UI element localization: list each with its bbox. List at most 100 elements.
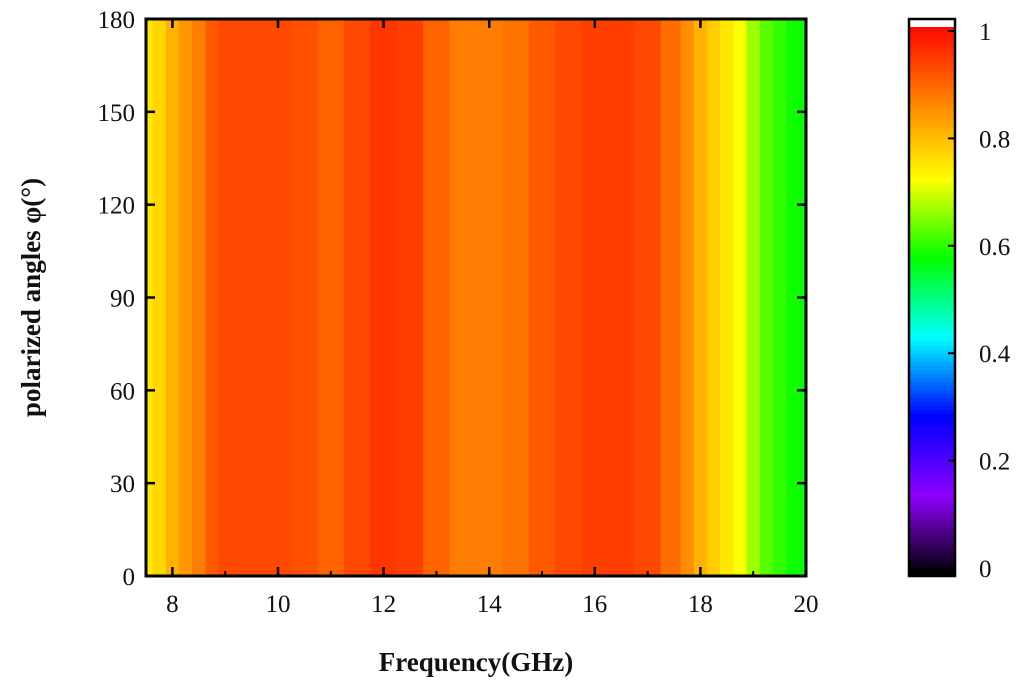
colorbar-segment xyxy=(909,420,955,426)
colorbar-segment xyxy=(909,62,955,68)
colorbar-segment xyxy=(909,265,955,271)
heatmap-cell xyxy=(476,19,503,576)
colorbar-segment xyxy=(909,150,955,155)
x-axis-title: Frequency(GHz) xyxy=(379,647,573,677)
colorbar-segment xyxy=(909,70,955,76)
colorbar-segment xyxy=(909,540,955,545)
colorbar-segment xyxy=(909,134,955,139)
y-axis: 0 30 60 90 120 150 180 xyxy=(98,7,806,591)
colorbar-segment xyxy=(909,82,955,88)
y-tick-label: 150 xyxy=(98,100,136,127)
colorbar-segment xyxy=(909,158,955,163)
colorbar-segment xyxy=(909,389,955,394)
colorbar-segment xyxy=(909,66,955,72)
colorbar-segment xyxy=(909,381,955,386)
colorbar-segment xyxy=(909,329,955,334)
colorbar-tick-label: 0.6 xyxy=(979,234,1010,261)
colorbar-segment xyxy=(909,337,955,342)
colorbar-segment xyxy=(909,552,955,557)
colorbar-segment xyxy=(909,130,955,135)
colorbar-segment xyxy=(909,78,955,84)
colorbar-segment xyxy=(909,202,955,207)
y-tick-label: 0 xyxy=(123,564,136,591)
colorbar-segment xyxy=(909,86,955,92)
colorbar-segment xyxy=(909,432,955,438)
heatmap-cell xyxy=(528,19,556,576)
heatmap-cell xyxy=(733,19,748,576)
colorbar-segment xyxy=(909,166,955,171)
y-axis-title: polarized angles φ(°) xyxy=(16,178,46,417)
heatmap-cell xyxy=(746,19,761,576)
colorbar-segment xyxy=(909,520,955,525)
colorbar-segment xyxy=(909,245,955,251)
colorbar-segment xyxy=(909,142,955,147)
x-tick-label: 12 xyxy=(371,591,396,618)
heatmap-cell xyxy=(786,19,800,576)
heatmap-cell xyxy=(370,19,398,576)
colorbar-segment xyxy=(909,122,955,128)
y-tick-label: 60 xyxy=(110,378,135,405)
colorbar-segment xyxy=(909,532,955,537)
heatmap-cell xyxy=(192,19,206,576)
colorbar-segment xyxy=(909,26,955,32)
colorbar-segment xyxy=(909,50,955,56)
heatmap-cell xyxy=(165,19,180,576)
colorbar-segment xyxy=(909,241,955,247)
colorbar-segment xyxy=(909,512,955,517)
heatmap-cell xyxy=(423,19,451,576)
colorbar-segment xyxy=(909,369,955,374)
heatmap-cell xyxy=(680,19,695,576)
colorbar-segment xyxy=(909,221,955,227)
colorbar-segment xyxy=(909,186,955,191)
colorbar-segment xyxy=(909,416,955,422)
colorbar-segment xyxy=(909,217,955,223)
colorbar-segment xyxy=(909,476,955,482)
heatmap-cell xyxy=(773,19,787,576)
colorbar-segment xyxy=(909,325,955,330)
colorbar-segment xyxy=(909,269,955,275)
colorbar-segment xyxy=(909,58,955,64)
colorbar-segment xyxy=(909,365,955,370)
colorbar-segment xyxy=(909,194,955,199)
heatmap-cell xyxy=(634,19,662,576)
colorbar-segment xyxy=(909,345,955,350)
colorbar-segment xyxy=(909,412,955,418)
colorbar-segment xyxy=(909,94,955,100)
colorbar-segment xyxy=(909,488,955,494)
heatmap-cell xyxy=(502,19,530,576)
colorbar-segment xyxy=(909,34,955,40)
colorbar-segment xyxy=(909,373,955,378)
colorbar-segment xyxy=(909,178,955,183)
heatmap-cell xyxy=(759,19,774,576)
colorbar-segment xyxy=(909,556,955,561)
colorbar-segment xyxy=(909,313,955,318)
colorbar-segment xyxy=(909,138,955,143)
heatmap-cell xyxy=(291,19,319,576)
colorbar-segment xyxy=(909,361,955,366)
colorbar-segment xyxy=(909,46,955,52)
colorbar-segment xyxy=(909,305,955,311)
colorbar-segment xyxy=(909,353,955,358)
colorbar-segment xyxy=(909,456,955,462)
colorbar-segment xyxy=(909,98,955,104)
colorbar-segment xyxy=(909,190,955,195)
colorbar-segment xyxy=(909,528,955,533)
colorbar-segment xyxy=(909,233,955,239)
colorbar-segment xyxy=(909,464,955,470)
heatmap-cell xyxy=(152,19,167,576)
colorbar-segment xyxy=(909,492,955,498)
x-tick-label: 14 xyxy=(477,591,503,618)
colorbar-segment xyxy=(909,504,955,509)
colorbar-segment xyxy=(909,106,955,112)
colorbar-segment xyxy=(909,480,955,486)
colorbar-segment xyxy=(909,536,955,541)
colorbar-segment xyxy=(909,90,955,96)
heatmap-cell xyxy=(205,19,220,576)
colorbar-segment xyxy=(909,404,955,410)
colorbar-segment xyxy=(909,229,955,235)
colorbar-segment xyxy=(909,357,955,362)
colorbar-segment xyxy=(909,301,955,307)
heatmap-cell xyxy=(218,19,239,576)
heatmap-cell xyxy=(555,19,583,576)
